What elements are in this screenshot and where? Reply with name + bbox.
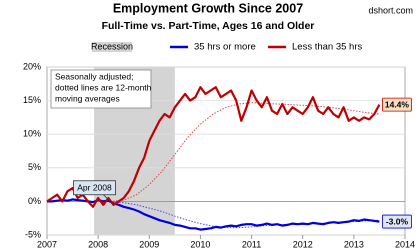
x-tick-label: 2012 (293, 239, 313, 249)
y-tick-label: 0% (28, 196, 41, 206)
x-tick-label: 2014 (395, 239, 415, 249)
y-tick-label: 5% (28, 162, 41, 172)
y-tick-label: 10% (23, 129, 41, 139)
callout-pointer (103, 194, 114, 206)
x-tick-label: 2010 (190, 239, 210, 249)
series-line (47, 198, 380, 231)
note-box (50, 69, 152, 109)
legend-label: Recession (91, 41, 133, 51)
series-line (46, 86, 381, 208)
x-tick-label: 2011 (242, 239, 261, 249)
legend-label: Less than 35 hrs (292, 42, 362, 53)
source: dshort.com (368, 5, 413, 15)
y-tick-label: 20% (23, 61, 41, 71)
note-text: moving averages (55, 93, 120, 103)
value-label: -3.0% (386, 216, 409, 226)
x-tick-label: 2007 (37, 239, 57, 249)
note-text: Seasonally adjusted; (55, 71, 133, 81)
chart-subtitle: Full-Time vs. Part-Time, Ages 16 and Old… (102, 20, 315, 32)
value-label-box (382, 214, 412, 229)
chart-title: Employment Growth Since 2007 (113, 1, 303, 15)
legend-swatch (92, 42, 132, 52)
x-tick-label: 2013 (344, 239, 364, 249)
callout-box (73, 180, 116, 196)
x-tick-label: 2009 (139, 239, 159, 249)
value-label-box (382, 97, 412, 112)
y-tick-label: 15% (23, 95, 41, 105)
value-label: 14.4% (385, 99, 410, 109)
legend-label: 35 hrs or more (194, 42, 256, 53)
moving-average-line (98, 102, 380, 202)
note-text: dotted lines are 12-month (55, 82, 152, 92)
x-tick-label: 2008 (88, 239, 108, 249)
y-tick-label: -5% (25, 229, 41, 239)
callout-text: Apr 2008 (77, 183, 112, 193)
